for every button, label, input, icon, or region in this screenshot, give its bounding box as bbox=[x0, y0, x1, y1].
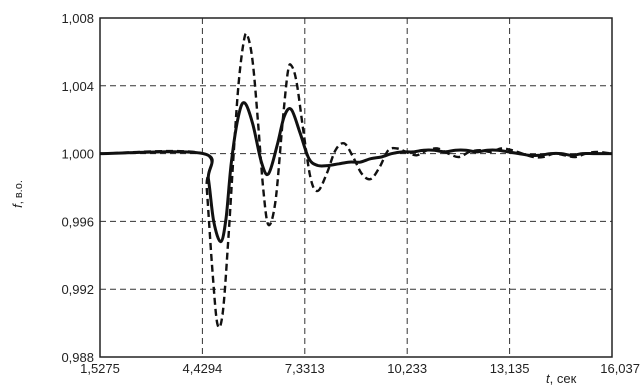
y-axis-unit: , в.о. bbox=[13, 180, 25, 204]
x-tick-label: 16,037 bbox=[600, 361, 640, 376]
y-axis-var: f bbox=[10, 203, 25, 208]
y-tick-label: 0,996 bbox=[61, 214, 94, 229]
x-axis-unit: , сек bbox=[550, 371, 577, 386]
y-tick-label: 1,008 bbox=[61, 11, 94, 26]
series-line-solid bbox=[99, 101, 612, 244]
grid bbox=[99, 17, 613, 358]
x-tick-label: 10,233 bbox=[387, 361, 427, 376]
y-tick-labels: 0,988 0,992 0,996 1,000 1,004 1,008 bbox=[61, 11, 94, 365]
y-tick-label: 0,988 bbox=[61, 350, 94, 365]
x-tick-label: 13,135 bbox=[490, 361, 530, 376]
y-axis-label: f, в.о. bbox=[10, 180, 25, 208]
x-tick-label: 7,3313 bbox=[285, 361, 325, 376]
series-line-dashed bbox=[99, 32, 613, 329]
x-axis-label: t, сек bbox=[546, 371, 577, 386]
x-axis-var: t bbox=[546, 371, 551, 386]
x-tick-label: 4,4294 bbox=[183, 361, 223, 376]
plot-frame bbox=[99, 17, 613, 358]
x-tick-labels: 1,5275 4,4294 7,3313 10,233 13,135 16,037 bbox=[80, 361, 640, 376]
y-tick-label: 1,000 bbox=[61, 147, 94, 162]
y-tick-label: 0,992 bbox=[61, 282, 94, 297]
y-tick-label: 1,004 bbox=[61, 79, 94, 94]
x-tick-label: 1,5275 bbox=[80, 361, 120, 376]
series-layer bbox=[99, 32, 613, 329]
